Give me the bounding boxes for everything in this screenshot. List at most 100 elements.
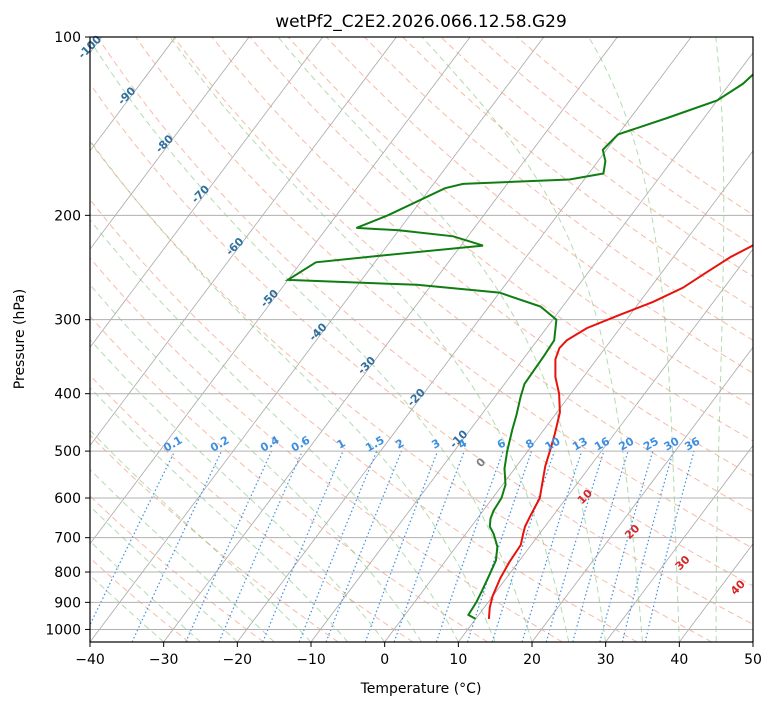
dry-adiabat-label: -50 — [258, 287, 281, 310]
mixing-ratio-line — [621, 450, 674, 642]
moist-adiabat-label: 30 — [673, 553, 693, 573]
isotherm-line — [90, 37, 471, 545]
x-tick-label: 20 — [523, 652, 541, 668]
dry-adiabat-line — [90, 198, 638, 642]
dry-adiabat-line — [90, 257, 563, 642]
isotherm-line — [163, 37, 618, 642]
x-tick-label: −20 — [223, 652, 253, 668]
dry-adiabat-label: -70 — [189, 182, 212, 205]
dry-adiabat-label: -90 — [115, 84, 138, 107]
plot-frame — [89, 36, 754, 643]
mixing-ratio-line — [491, 450, 555, 642]
mixing-ratio-line — [218, 450, 303, 642]
temperature-line — [487, 244, 753, 619]
dry-adiabat-line — [90, 315, 488, 642]
mixing-ratio-line — [466, 450, 533, 642]
mixing-ratio-line — [90, 450, 176, 627]
x-tick-label: 40 — [670, 652, 688, 668]
mixing-ratio-label: 1 — [335, 437, 348, 452]
moist-adiabat-line — [715, 37, 725, 642]
dry-adiabat-line — [90, 557, 190, 642]
y-tick-label: 700 — [54, 531, 81, 547]
background-lines — [90, 37, 753, 642]
moist-adiabat-line — [421, 37, 643, 642]
dry-adiabat-line — [90, 140, 712, 642]
isotherm-line — [458, 248, 753, 642]
dry-adiabat-line — [478, 37, 753, 246]
moist-adiabat-line — [90, 338, 386, 642]
isotherm-line — [752, 641, 753, 642]
mixing-ratio-label: 2 — [393, 437, 406, 452]
mixing-ratio-line — [298, 450, 378, 642]
mixing-ratio-line — [644, 450, 695, 642]
dry-adiabat-label: -80 — [153, 132, 176, 155]
mixing-ratio-line — [185, 450, 273, 642]
moist-adiabat-line — [169, 37, 570, 642]
y-tick-label: 900 — [54, 595, 81, 611]
x-axis-label: Temperature (°C) — [360, 681, 482, 697]
moist-adiabat-label: 40 — [728, 577, 748, 597]
mixing-ratio-line — [521, 450, 583, 642]
moist-adiabat-line — [90, 139, 496, 642]
isotherm-line — [90, 37, 250, 250]
dry-adiabat-line — [90, 374, 414, 642]
moist-adiabat-line — [90, 283, 422, 642]
y-tick-label: 500 — [54, 444, 81, 460]
mixing-ratio-label: 6 — [495, 436, 508, 451]
isotherm-line — [90, 37, 397, 447]
mixing-ratio-line — [325, 450, 403, 642]
isotherm-line — [679, 543, 753, 642]
mixing-ratio-line — [599, 450, 654, 642]
dry-adiabat-line — [325, 37, 753, 374]
moist-adiabat-line — [588, 37, 680, 642]
x-tick-label: −30 — [149, 652, 179, 668]
x-tick-label: 30 — [597, 652, 615, 668]
y-tick-label: 600 — [54, 491, 81, 507]
x-tick-label: −10 — [296, 652, 326, 668]
isotherm-line — [90, 37, 545, 642]
dry-adiabat-label: -40 — [306, 320, 329, 343]
y-axis-label: Pressure (hPa) — [12, 289, 28, 389]
y-tick-label: 100 — [54, 30, 81, 46]
y-tick-label: 1000 — [45, 622, 81, 638]
dry-adiabat-label: -20 — [405, 386, 428, 409]
isotherm-line — [90, 37, 176, 152]
x-tick-label: 0 — [380, 652, 389, 668]
moist-adiabat-line — [277, 37, 607, 642]
dry-adiabat-line — [249, 37, 753, 442]
dry-adiabat-line — [440, 37, 753, 278]
mixing-ratio-line — [262, 450, 344, 642]
y-tick-label: 400 — [54, 387, 81, 403]
dry-adiabat-line — [402, 37, 753, 309]
line-labels: -100-90-80-70-60-50-40-30-20-100.1 0.2 0.4… — [76, 33, 749, 598]
chart-title: wetPf2_C2E2.2026.066.12.58.G29 — [275, 12, 567, 32]
dewpoint-line — [284, 73, 753, 620]
isotherm-line — [384, 150, 753, 642]
x-tick-label: 50 — [744, 652, 762, 668]
zero-label: 0 — [474, 455, 489, 470]
mixing-ratio-line — [545, 450, 605, 642]
mixing-ratio-line — [572, 450, 629, 642]
moist-adiabat-line — [90, 386, 349, 642]
axes: −40 −30 −20 −10 0 10 20 30 40 5010020030040050060… — [45, 30, 762, 668]
y-tick-label: 200 — [54, 208, 81, 224]
moist-adiabat-line — [90, 574, 165, 642]
moist-adiabat-label: 20 — [622, 522, 642, 542]
y-tick-label: 800 — [54, 565, 81, 581]
moist-adiabat-line — [90, 218, 459, 642]
dry-adiabat-line — [90, 495, 264, 642]
dry-adiabat-label: -60 — [223, 235, 246, 258]
mixing-ratio-line — [393, 450, 465, 642]
dry-adiabat-label: -30 — [355, 354, 378, 377]
dry-adiabat-line — [211, 37, 753, 477]
dry-adiabat-line — [135, 37, 753, 550]
moist-adiabat-line — [90, 39, 533, 642]
isotherm-line — [90, 37, 324, 348]
mixing-ratio-label: 3 — [429, 437, 442, 452]
moist-adiabat-line — [90, 540, 201, 642]
dry-adiabat-line — [173, 37, 753, 513]
mixing-ratio-line — [435, 450, 504, 642]
mixing-ratio-label: 8 — [523, 437, 536, 452]
moist-adiabat-line — [90, 429, 312, 642]
